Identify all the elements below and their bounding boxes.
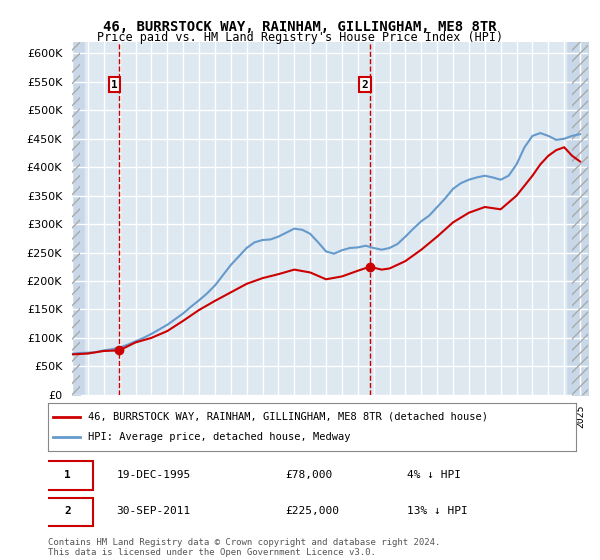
Text: 2: 2 <box>362 80 368 90</box>
FancyBboxPatch shape <box>67 42 85 395</box>
Text: 19-DEC-1995: 19-DEC-1995 <box>116 470 191 479</box>
Text: Price paid vs. HM Land Registry's House Price Index (HPI): Price paid vs. HM Land Registry's House … <box>97 31 503 44</box>
FancyBboxPatch shape <box>43 461 93 490</box>
Text: 4% ↓ HPI: 4% ↓ HPI <box>407 470 461 479</box>
Text: £225,000: £225,000 <box>286 506 340 516</box>
Text: 1: 1 <box>111 80 118 90</box>
Text: 46, BURRSTOCK WAY, RAINHAM, GILLINGHAM, ME8 8TR: 46, BURRSTOCK WAY, RAINHAM, GILLINGHAM, … <box>103 20 497 34</box>
Text: HPI: Average price, detached house, Medway: HPI: Average price, detached house, Medw… <box>88 432 350 442</box>
Text: 30-SEP-2011: 30-SEP-2011 <box>116 506 191 516</box>
Bar <box>572 42 588 395</box>
FancyBboxPatch shape <box>43 497 93 526</box>
Text: Contains HM Land Registry data © Crown copyright and database right 2024.
This d: Contains HM Land Registry data © Crown c… <box>48 538 440 557</box>
Bar <box>72 42 80 395</box>
Text: 46, BURRSTOCK WAY, RAINHAM, GILLINGHAM, ME8 8TR (detached house): 46, BURRSTOCK WAY, RAINHAM, GILLINGHAM, … <box>88 412 488 422</box>
Text: 2: 2 <box>64 506 71 516</box>
Text: 13% ↓ HPI: 13% ↓ HPI <box>407 506 468 516</box>
Text: 1: 1 <box>64 470 71 479</box>
Text: £78,000: £78,000 <box>286 470 333 479</box>
FancyBboxPatch shape <box>568 42 593 395</box>
